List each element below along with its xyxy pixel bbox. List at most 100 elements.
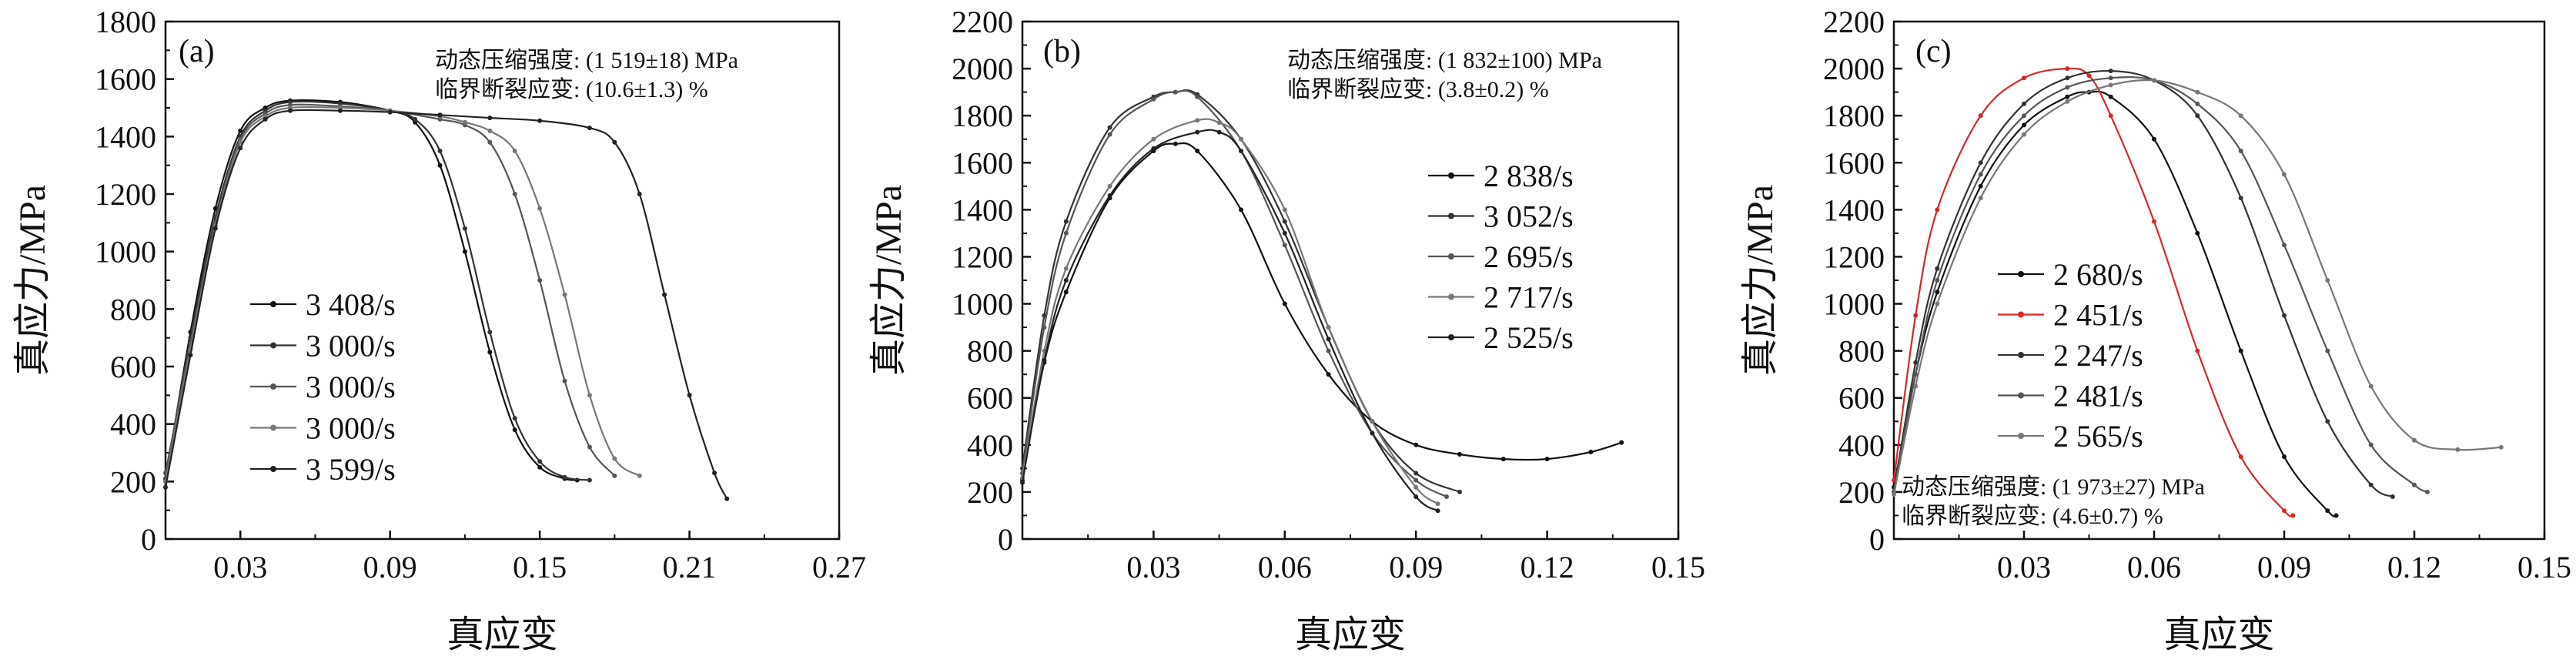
- legend-marker: [2018, 433, 2024, 439]
- data-point: [1619, 440, 1624, 445]
- data-point: [612, 473, 617, 478]
- panel-label: (b): [1043, 34, 1081, 69]
- data-point: [1326, 325, 1331, 330]
- data-point: [2195, 89, 2200, 95]
- data-point: [1107, 183, 1112, 189]
- data-point: [637, 473, 642, 478]
- data-point: [2022, 113, 2026, 119]
- y-tick-label: 0: [141, 522, 156, 557]
- y-tick-label: 1000: [95, 235, 156, 270]
- data-point: [263, 116, 268, 122]
- data-point: [1457, 452, 1462, 457]
- data-point: [1935, 290, 1940, 295]
- legend-marker: [270, 466, 276, 472]
- y-tick-label: 0: [998, 522, 1013, 557]
- data-point: [238, 128, 243, 133]
- data-point: [487, 128, 493, 133]
- data-point: [2065, 94, 2070, 99]
- data-point: [2412, 437, 2417, 443]
- annotation-text: 临界断裂应变: (10.6±1.3) %: [435, 77, 708, 102]
- data-point: [612, 139, 617, 145]
- data-point: [2065, 85, 2070, 90]
- x-tick-label: 0.12: [2387, 550, 2441, 584]
- data-point: [2424, 489, 2430, 494]
- data-point: [1151, 136, 1156, 142]
- data-point: [2195, 230, 2200, 236]
- data-point: [1216, 120, 1222, 126]
- data-point: [1063, 266, 1069, 271]
- data-point: [2108, 75, 2113, 81]
- data-point: [2238, 196, 2243, 201]
- annotation-text: 动态压缩强度: (1 832±100) MPa: [1287, 48, 1602, 73]
- data-point: [1935, 266, 1940, 271]
- data-point: [1500, 457, 1506, 462]
- y-tick-label: 1200: [952, 239, 1013, 274]
- y-tick-label: 1000: [1823, 287, 1885, 322]
- legend-marker: [1448, 334, 1454, 340]
- series-line: [1892, 79, 2501, 495]
- y-tick-label: 600: [110, 350, 156, 384]
- data-point: [612, 456, 617, 461]
- chart-panel-1: 0 200 400 600 800 1000 1200 1400 1600 1800 0.03 0.0…: [12, 5, 866, 655]
- data-point: [2108, 82, 2113, 88]
- data-point: [2333, 513, 2339, 518]
- data-point: [1413, 442, 1419, 447]
- data-point: [2108, 113, 2113, 119]
- y-tick-label: 1200: [1823, 239, 1885, 274]
- data-point: [512, 192, 517, 196]
- x-tick-label: 0.09: [363, 550, 417, 584]
- data-point: [537, 206, 543, 211]
- data-point: [1282, 301, 1287, 306]
- data-point: [1935, 278, 1940, 283]
- data-point: [2195, 101, 2200, 106]
- data-point: [1978, 160, 1983, 166]
- x-axis-title: 真应变: [1295, 614, 1406, 655]
- data-point: [512, 416, 517, 421]
- data-point: [2390, 494, 2395, 499]
- data-point: [2368, 383, 2374, 389]
- y-tick-label: 1600: [952, 146, 1013, 180]
- data-point: [1435, 508, 1440, 514]
- data-point: [1063, 219, 1069, 224]
- chart-panel-2: 0 200 400 600 800 1000 1200 1400 1600 1800 2000 220…: [868, 5, 1705, 655]
- data-point: [2238, 113, 2243, 119]
- y-tick-label: 400: [1838, 428, 1885, 463]
- annotation-text: 动态压缩强度: (1 519±18) MPa: [435, 48, 738, 73]
- y-tick-label: 400: [110, 407, 156, 442]
- data-point: [1042, 325, 1047, 330]
- data-point: [1042, 357, 1047, 363]
- y-axis-title: 真应力/MPa: [868, 185, 909, 376]
- legend-label: 3 000/s: [306, 411, 396, 446]
- data-point: [1239, 207, 1243, 213]
- legend-label: 2 695/s: [1484, 239, 1574, 274]
- x-tick-label: 0.06: [1258, 550, 1312, 584]
- legend-label: 3 599/s: [306, 452, 396, 487]
- data-point: [487, 330, 493, 335]
- x-tick-label: 0.09: [2257, 550, 2311, 584]
- data-point: [487, 139, 493, 145]
- data-point: [387, 109, 393, 115]
- data-point: [1935, 207, 1940, 213]
- data-point: [238, 146, 243, 151]
- data-point: [1978, 196, 1983, 201]
- data-point: [2368, 442, 2374, 447]
- data-point: [1151, 96, 1156, 102]
- data-point: [2282, 454, 2287, 460]
- data-point: [512, 427, 517, 433]
- data-point: [562, 474, 567, 480]
- legend-marker: [2018, 352, 2024, 358]
- data-point: [2022, 132, 2026, 137]
- data-point: [1413, 494, 1419, 499]
- data-point: [2022, 122, 2026, 128]
- data-point: [1913, 313, 1919, 318]
- data-point: [2022, 101, 2026, 106]
- data-point: [1173, 141, 1178, 146]
- data-point: [1107, 193, 1112, 198]
- y-tick-label: 800: [1838, 334, 1885, 369]
- data-point: [1282, 243, 1287, 248]
- data-point: [1326, 348, 1331, 353]
- y-tick-label: 600: [1838, 381, 1885, 416]
- x-tick-label: 0.15: [1651, 550, 1705, 584]
- legend-marker: [1448, 253, 1454, 260]
